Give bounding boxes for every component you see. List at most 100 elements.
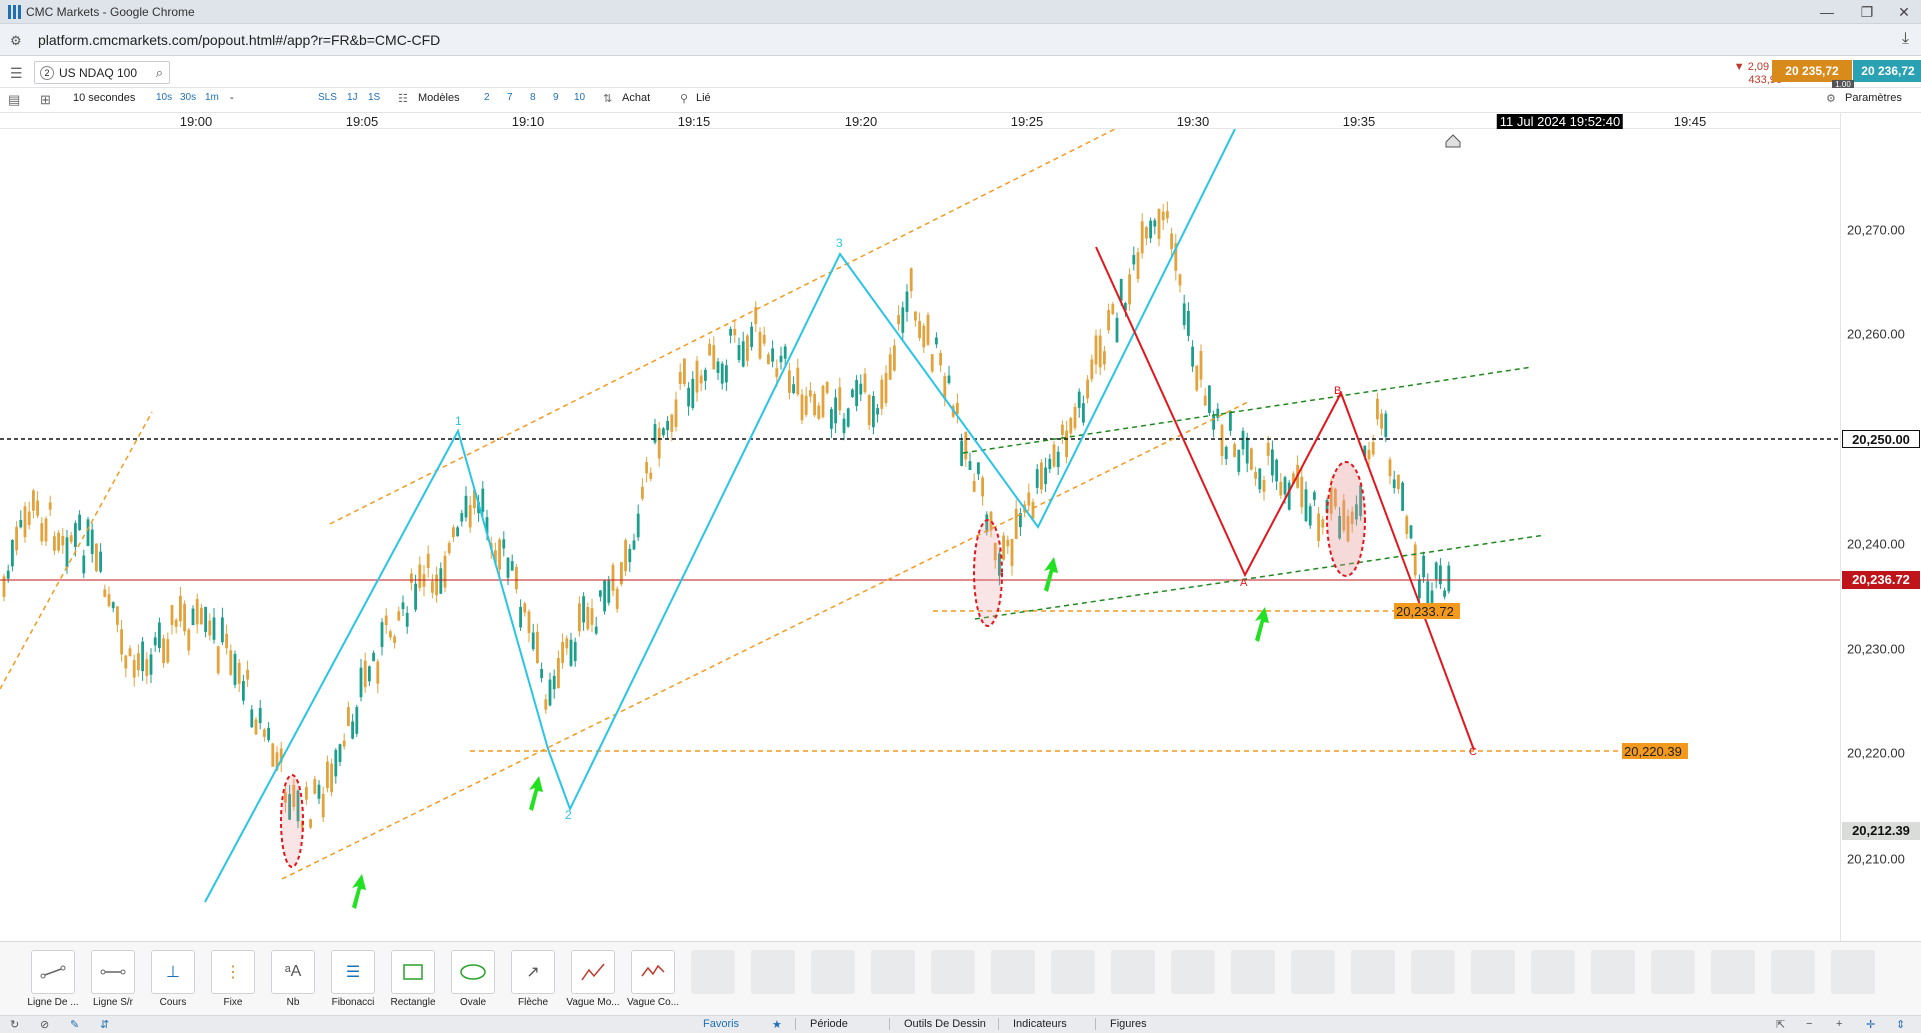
count-9[interactable]: 9 (553, 92, 559, 103)
download-icon[interactable]: ⤓ (1901, 30, 1909, 47)
period-10s[interactable]: 10s (156, 92, 173, 103)
elliott-wave-line[interactable] (204, 129, 1236, 903)
ellipse-tool[interactable] (451, 950, 495, 994)
templates-button[interactable]: Modèles (418, 92, 460, 104)
candle-body (767, 354, 770, 365)
sr-line-tool[interactable] (91, 950, 135, 994)
channel-line-left[interactable] (0, 411, 153, 690)
period-more[interactable]: - (230, 92, 234, 104)
pencil-icon[interactable]: ✎ (70, 1019, 80, 1031)
tab-favoris[interactable]: Favoris (703, 1018, 740, 1030)
disable-icon[interactable]: ⊘ (40, 1019, 50, 1031)
sls-button[interactable]: SLS (318, 92, 337, 103)
fibonacci-tool[interactable]: ☰ (331, 950, 375, 994)
tool-arrange-icon[interactable]: ⇱ (1776, 1019, 1786, 1031)
candle-body (830, 409, 833, 429)
candle-body (389, 631, 392, 638)
instrument-selector[interactable]: 2 US NDAQ 100 ⌕ (34, 61, 170, 84)
text-note-tool[interactable]: ᵃA (271, 950, 315, 994)
candle-body (1350, 511, 1354, 524)
buy-button[interactable]: Achat (622, 92, 651, 104)
up-arrow-icon[interactable] (1255, 607, 1269, 642)
count-10[interactable]: 10 (574, 92, 586, 103)
price-tool[interactable]: ⊥ (151, 950, 195, 994)
abc-correction-line[interactable] (1095, 246, 1475, 751)
up-arrow-icon[interactable] (529, 776, 543, 811)
buy-price-button[interactable]: 20 236,72 (1853, 60, 1921, 82)
list-icon[interactable]: ▤ (8, 92, 21, 107)
star-icon[interactable]: ★ (772, 1019, 782, 1031)
rectangle-tool[interactable] (391, 950, 435, 994)
wave-label-1: 1 (455, 414, 462, 428)
price-chart[interactable]: 1 2 3 A B C 20,233.72 20,220.39 (0, 129, 1840, 941)
templates-icon[interactable]: ☷ (398, 93, 408, 105)
trend-lower-line[interactable] (974, 534, 1546, 620)
candle-body (1027, 492, 1031, 506)
candle-body (170, 605, 174, 625)
up-arrow-icon[interactable] (352, 874, 366, 909)
candle-body (443, 555, 447, 588)
minimize-icon[interactable]: — (1820, 4, 1834, 20)
candle-body (859, 383, 863, 395)
trend-line-tool[interactable] (31, 950, 75, 994)
site-info-icon[interactable]: ⚙ (10, 33, 22, 48)
tab-indicateurs[interactable]: Indicateurs (998, 1018, 1067, 1030)
sell-price-button[interactable]: 20 235,72 (1772, 60, 1852, 82)
channel-upper-line[interactable] (329, 129, 1116, 525)
highlight-ellipse[interactable] (1326, 461, 1366, 577)
candle-body (418, 564, 422, 588)
settings-icon[interactable]: ⚙ (1826, 93, 1836, 105)
count-8[interactable]: 8 (530, 92, 536, 103)
interval-selector[interactable]: 10 secondes (73, 92, 136, 104)
channel-lower-line[interactable] (281, 400, 1251, 880)
link-icon[interactable]: ⚲ (680, 93, 689, 105)
url-text[interactable]: platform.cmcmarkets.com/popout.html#/app… (38, 32, 441, 48)
zoom-in-icon[interactable]: + (1836, 1018, 1843, 1030)
tool-label: Nb (286, 997, 300, 1008)
refresh-icon[interactable]: ↻ (10, 1019, 20, 1031)
close-icon[interactable]: ✕ (1898, 4, 1910, 20)
arrow-tool[interactable]: ↗ (511, 950, 555, 994)
empty-tool-slot (1651, 950, 1695, 994)
highlight-ellipse[interactable] (280, 774, 304, 868)
buy-icon[interactable]: ⇅ (603, 93, 613, 105)
sr-line-icon (100, 969, 126, 975)
motive-wave-tool[interactable] (571, 950, 615, 994)
layout-icon[interactable]: ⊞ (40, 92, 51, 107)
tab-periode[interactable]: Période (795, 1018, 848, 1030)
linked-button[interactable]: Lié (696, 92, 711, 104)
chart-canvas[interactable]: 1 2 3 A B C 20,233.72 20,220.39 (0, 129, 1840, 941)
corrective-wave-tool[interactable] (631, 950, 675, 994)
price-axis[interactable]: 20,270.00 20,260.00 20,250.00 20,240.00 … (1840, 113, 1921, 941)
candle-body (922, 325, 926, 348)
count-7[interactable]: 7 (507, 92, 513, 103)
address-bar[interactable]: ⚙ platform.cmcmarkets.com/popout.html#/a… (0, 24, 1921, 56)
candle-body (809, 390, 812, 397)
menu-icon[interactable]: ☰ (10, 65, 23, 81)
range-1s[interactable]: 1S (368, 92, 381, 103)
candle-body (1157, 208, 1161, 239)
period-1m[interactable]: 1m (205, 92, 219, 103)
fixed-line-tool[interactable]: ⋮ (211, 950, 255, 994)
candle-body (1048, 458, 1052, 470)
up-arrow-icon[interactable] (1044, 557, 1058, 592)
tab-figures[interactable]: Figures (1095, 1018, 1147, 1030)
settings-button[interactable]: Paramètres (1845, 92, 1902, 104)
search-icon[interactable]: ⌕ (155, 65, 163, 80)
candle-body (813, 393, 816, 416)
count-2[interactable]: 2 (484, 92, 490, 103)
home-marker-icon[interactable] (1445, 134, 1461, 148)
candle-body (149, 654, 153, 675)
magnet-icon[interactable]: ⇵ (100, 1019, 110, 1031)
range-1j[interactable]: 1J (347, 92, 358, 103)
period-30s[interactable]: 30s (180, 92, 197, 103)
highlight-ellipse[interactable] (973, 519, 1003, 627)
candle-body (1195, 365, 1199, 391)
zoom-out-icon[interactable]: − (1806, 1018, 1813, 1030)
candle-body (410, 573, 413, 583)
trend-upper-line[interactable] (962, 366, 1533, 454)
restore-icon[interactable]: ❐ (1860, 4, 1874, 20)
fit-icon[interactable]: ⇕ (1896, 1019, 1906, 1031)
crosshair-icon[interactable]: ✛ (1866, 1019, 1876, 1031)
tab-outils-de-dessin[interactable]: Outils De Dessin (889, 1018, 986, 1030)
